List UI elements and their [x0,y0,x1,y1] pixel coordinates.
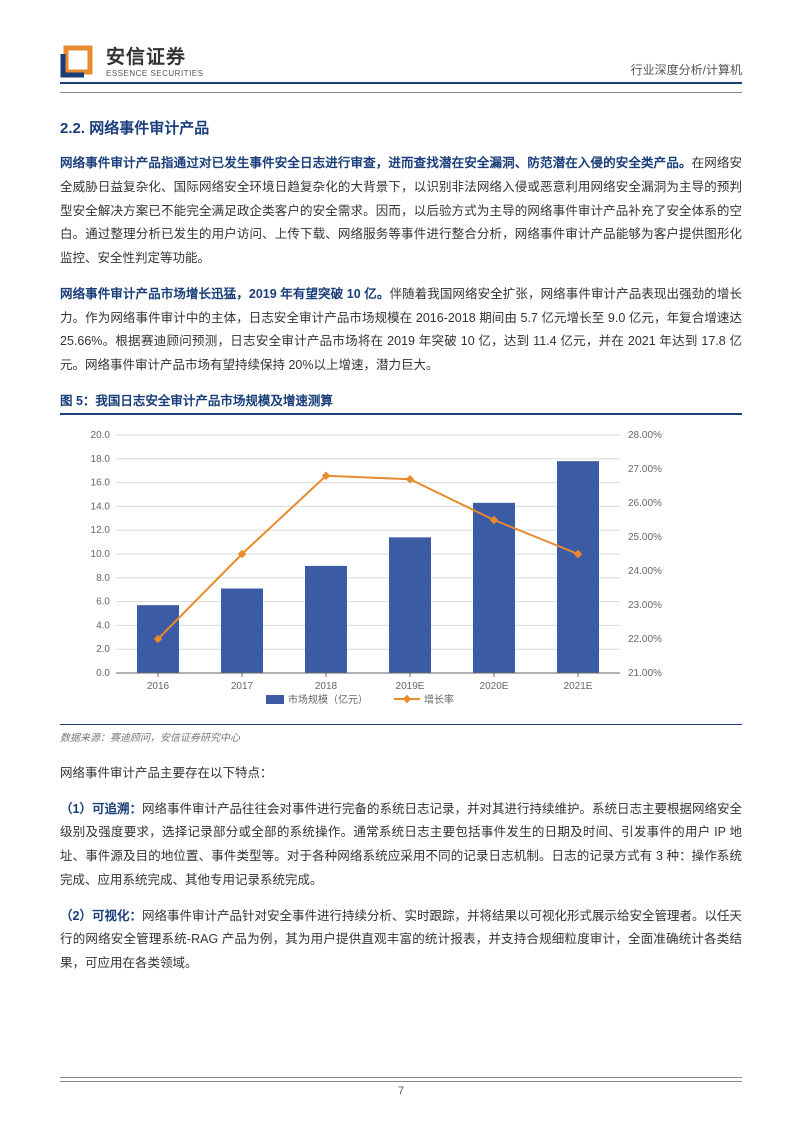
svg-text:18.0: 18.0 [91,454,111,465]
section-title: 2.2. 网络事件审计产品 [60,117,742,138]
svg-text:2017: 2017 [231,681,254,692]
svg-text:市场规模（亿元）: 市场规模（亿元） [288,693,368,706]
svg-text:27.00%: 27.00% [628,464,662,475]
svg-text:增长率: 增长率 [424,693,454,706]
svg-text:2019E: 2019E [396,681,425,692]
header-thin-rule [60,92,742,93]
paragraph-3: 网络事件审计产品主要存在以下特点： [60,762,742,786]
logo-icon [60,42,98,78]
logo-en: ESSENCE SECURITIES [106,69,203,78]
svg-text:4.0: 4.0 [96,620,110,631]
svg-text:28.00%: 28.00% [628,430,662,441]
bar-line-chart: 0.0 2.0 4.0 6.0 8.0 10.0 12.0 14.0 16.0 18.0 20.0 2… [76,425,676,715]
header-category: 行业深度分析/计算机 [631,61,742,78]
svg-text:6.0: 6.0 [96,596,110,607]
svg-text:2016: 2016 [147,681,170,692]
logo: 安信证券 ESSENCE SECURITIES [60,42,203,78]
page-footer: 7 [60,1077,742,1097]
page-header: 安信证券 ESSENCE SECURITIES 行业深度分析/计算机 [60,42,742,84]
svg-text:22.00%: 22.00% [628,634,662,645]
svg-text:16.0: 16.0 [91,477,111,488]
svg-text:14.0: 14.0 [91,501,111,512]
svg-text:12.0: 12.0 [91,525,111,536]
svg-text:21.00%: 21.00% [628,668,662,679]
svg-text:10.0: 10.0 [91,549,111,560]
figure-source: 数据来源：赛迪顾问，安信证券研究中心 [60,729,742,744]
figure-title: 图 5：我国日志安全审计产品市场规模及增速测算 [60,390,742,415]
feature-1: （1）可追溯：网络事件审计产品往往会对事件进行完备的系统日志记录，并对其进行持续… [60,798,742,893]
page-number: 7 [60,1085,742,1097]
svg-text:20.0: 20.0 [91,430,111,441]
feature-2: （2）可视化：网络事件审计产品针对安全事件进行持续分析、实时跟踪，并将结果以可视… [60,905,742,976]
paragraph-1: 网络事件审计产品指通过对已发生事件安全日志进行审查，进而查找潜在安全漏洞、防范潜… [60,152,742,271]
svg-text:2021E: 2021E [564,681,593,692]
svg-text:2018: 2018 [315,681,338,692]
svg-text:8.0: 8.0 [96,573,110,584]
svg-text:2020E: 2020E [480,681,509,692]
svg-text:24.00%: 24.00% [628,566,662,577]
svg-text:26.00%: 26.00% [628,498,662,509]
chart-container: 0.0 2.0 4.0 6.0 8.0 10.0 12.0 14.0 16.0 18.0 20.0 2… [60,415,742,725]
paragraph-2: 网络事件审计产品市场增长迅猛，2019 年有望突破 10 亿。伴随着我国网络安全… [60,283,742,378]
svg-text:0.0: 0.0 [96,668,110,679]
svg-text:25.00%: 25.00% [628,532,662,543]
svg-text:23.00%: 23.00% [628,600,662,611]
svg-text:2.0: 2.0 [96,644,110,655]
logo-cn: 安信证券 [106,42,203,69]
